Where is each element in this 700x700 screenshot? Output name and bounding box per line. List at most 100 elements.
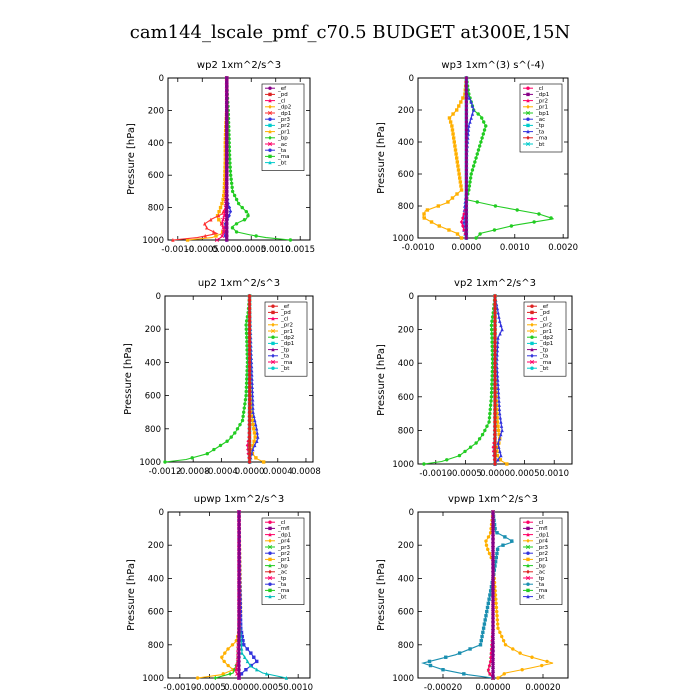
series-marker <box>511 647 515 651</box>
legend-label: _bt <box>277 160 287 166</box>
series-marker <box>490 340 494 344</box>
legend-label: _ta <box>277 148 286 154</box>
series-marker <box>494 605 499 610</box>
legend-label: _cl <box>280 316 289 322</box>
legend-label: _ef <box>539 304 549 310</box>
figure-title: cam144_lscale_pmf_c70.5 BUDGET at300E,15… <box>130 22 571 43</box>
y-tick-label: 0 <box>409 292 414 302</box>
series-marker <box>254 422 258 427</box>
series-marker <box>461 215 465 221</box>
series-marker <box>461 223 465 229</box>
legend-label: _ac <box>277 570 287 576</box>
legend-marker <box>268 557 272 562</box>
legend-marker <box>268 98 272 103</box>
legend-marker <box>526 582 530 586</box>
series-marker <box>469 115 473 120</box>
y-axis-label: Pressure [hPa] <box>376 344 387 416</box>
x-tick-label: 0.0000 <box>235 467 265 477</box>
legend-label: _tp <box>277 576 287 582</box>
legend-marker <box>267 141 273 147</box>
legend-label: _pr3 <box>277 545 291 551</box>
series-marker <box>222 225 227 230</box>
x-tick-label: 0.0000 <box>212 245 242 255</box>
series-marker <box>496 310 500 315</box>
series-marker <box>467 123 471 128</box>
series-marker <box>220 655 224 659</box>
legend-marker <box>271 353 275 358</box>
series-marker <box>232 193 237 198</box>
series-marker <box>221 225 226 230</box>
legend-label: _pr1 <box>535 105 548 111</box>
legend-marker <box>526 92 530 97</box>
series-marker <box>255 659 259 664</box>
series-marker <box>252 655 256 659</box>
series-pr1 <box>185 76 229 242</box>
series-marker <box>475 200 479 204</box>
series-marker <box>540 663 544 668</box>
series-marker <box>245 339 249 344</box>
legend-marker <box>530 347 534 352</box>
series-marker <box>499 323 503 328</box>
series-marker <box>450 128 455 132</box>
y-tick-label: 200 <box>148 106 164 116</box>
y-axis-label: Pressure [hPa] <box>123 343 134 415</box>
series-marker <box>497 407 502 412</box>
series-marker <box>501 638 506 643</box>
y-tick-label: 0 <box>409 508 414 518</box>
legend-label: _pr1 <box>535 557 548 563</box>
series-marker <box>496 676 500 680</box>
series-marker <box>493 564 497 568</box>
series-marker <box>505 462 509 466</box>
legend-marker <box>526 538 530 543</box>
series-marker <box>520 668 524 672</box>
series-marker <box>484 614 488 618</box>
series-pr1 <box>422 76 469 240</box>
series-marker <box>470 103 475 108</box>
series-marker <box>498 319 502 323</box>
series-marker <box>250 410 254 414</box>
series-marker <box>235 427 240 431</box>
series-marker <box>496 377 500 382</box>
series-marker <box>500 327 504 332</box>
series-marker <box>241 638 245 643</box>
legend-label: _tp <box>535 576 545 582</box>
legend-label: _pr3 <box>277 117 291 123</box>
series-marker <box>218 443 223 448</box>
series-marker <box>244 319 249 323</box>
legend-label: _dp2 <box>280 335 294 341</box>
series-marker <box>495 344 500 349</box>
legend-marker <box>529 328 535 334</box>
series-marker <box>190 456 194 460</box>
x-tick-label: 0.0010 <box>283 683 313 693</box>
series-marker <box>499 453 503 458</box>
legend-label: _tp <box>280 347 290 353</box>
series-marker <box>253 443 257 448</box>
legend-marker <box>526 104 530 109</box>
series-marker <box>479 638 483 643</box>
series-marker <box>212 447 216 452</box>
series-marker <box>163 460 167 464</box>
x-tick-label: 0.0010 <box>500 243 530 253</box>
series-marker <box>218 205 223 210</box>
series-marker <box>239 630 244 635</box>
legend-marker <box>526 98 530 103</box>
series-marker <box>461 96 465 100</box>
series-marker <box>447 116 452 120</box>
legend-label: _dp1 <box>277 532 291 538</box>
series-marker <box>495 411 499 416</box>
series-marker <box>518 651 522 655</box>
legend-label: _bt <box>280 366 290 372</box>
series-marker <box>250 385 255 389</box>
series-marker <box>493 526 497 531</box>
legend-box <box>264 301 308 377</box>
series-marker <box>459 100 463 104</box>
legend-label: _ma <box>277 588 289 594</box>
series-marker <box>249 406 254 410</box>
series-marker <box>230 226 235 230</box>
series-marker <box>445 458 449 462</box>
series-marker <box>471 107 476 112</box>
series-marker <box>223 169 227 173</box>
series-marker <box>446 200 450 204</box>
legend-marker <box>268 148 272 152</box>
legend-box <box>261 517 305 605</box>
